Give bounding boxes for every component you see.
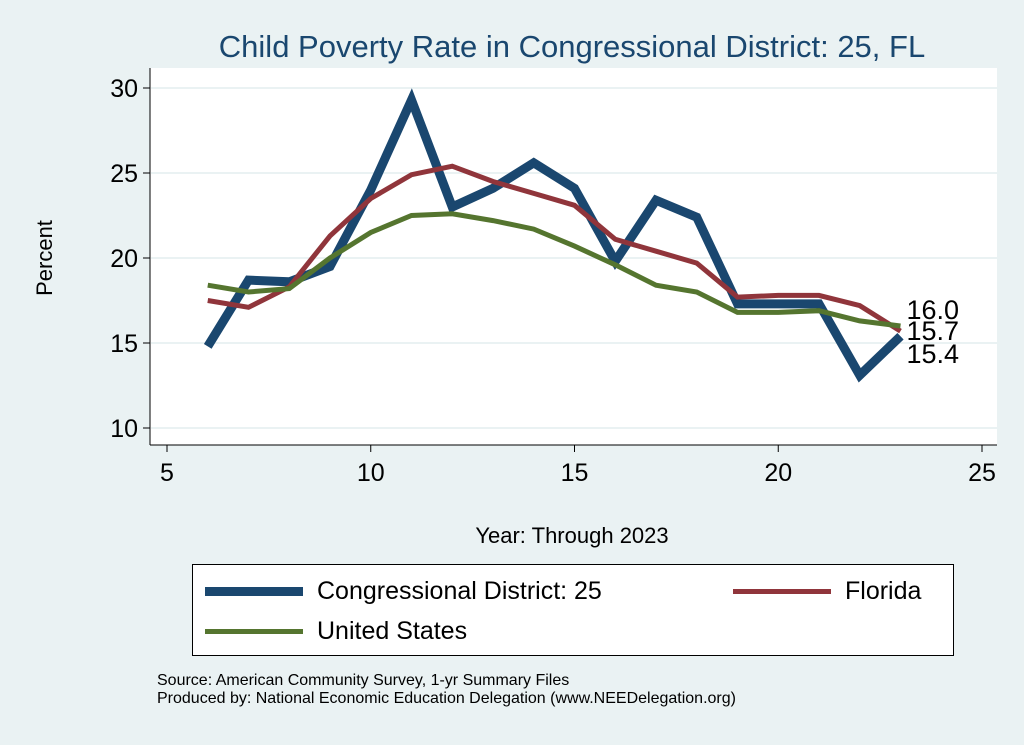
series-line-2	[207, 211, 901, 329]
x-axis-label: Year: Through 2023	[475, 523, 668, 548]
y-tick-label: 20	[110, 245, 138, 273]
y-axis-label: Percent	[32, 220, 57, 296]
legend-swatch	[205, 629, 303, 634]
legend-item-florida: Florida	[733, 577, 921, 606]
legend-label: Congressional District: 25	[317, 577, 602, 605]
x-tick-label: 20	[764, 459, 792, 487]
series-line-1	[207, 163, 902, 334]
legend-item-district: Congressional District: 25	[205, 577, 602, 606]
plot-area	[150, 68, 997, 445]
producer-note: Produced by: National Economic Education…	[157, 690, 736, 707]
legend-label: Florida	[845, 577, 922, 605]
end-value-label: 15.7	[907, 316, 960, 346]
chart-svg: Child Poverty Rate in Congressional Dist…	[32, 29, 997, 548]
chart-title: Child Poverty Rate in Congressional Dist…	[219, 29, 925, 64]
x-tick-label: 25	[968, 459, 996, 487]
y-tick-label: 15	[110, 330, 138, 358]
legend-swatch	[205, 587, 303, 596]
end-value-label: 16.0	[907, 295, 960, 325]
y-tick-label: 25	[110, 160, 138, 188]
end-value-label: 15.4	[907, 339, 960, 369]
series-line-0	[203, 88, 904, 383]
x-tick-label: 15	[561, 459, 589, 487]
x-tick-label: 5	[160, 459, 174, 487]
legend-swatch	[733, 589, 831, 594]
legend-item-us: United States	[205, 617, 467, 646]
legend-label: United States	[317, 617, 468, 645]
legend: Congressional District: 25 Florida Unite…	[192, 564, 954, 656]
x-tick-label: 10	[357, 459, 385, 487]
y-tick-label: 30	[110, 75, 138, 103]
source-note: Source: American Community Survey, 1-yr …	[157, 672, 570, 689]
y-tick-label: 10	[110, 415, 138, 443]
